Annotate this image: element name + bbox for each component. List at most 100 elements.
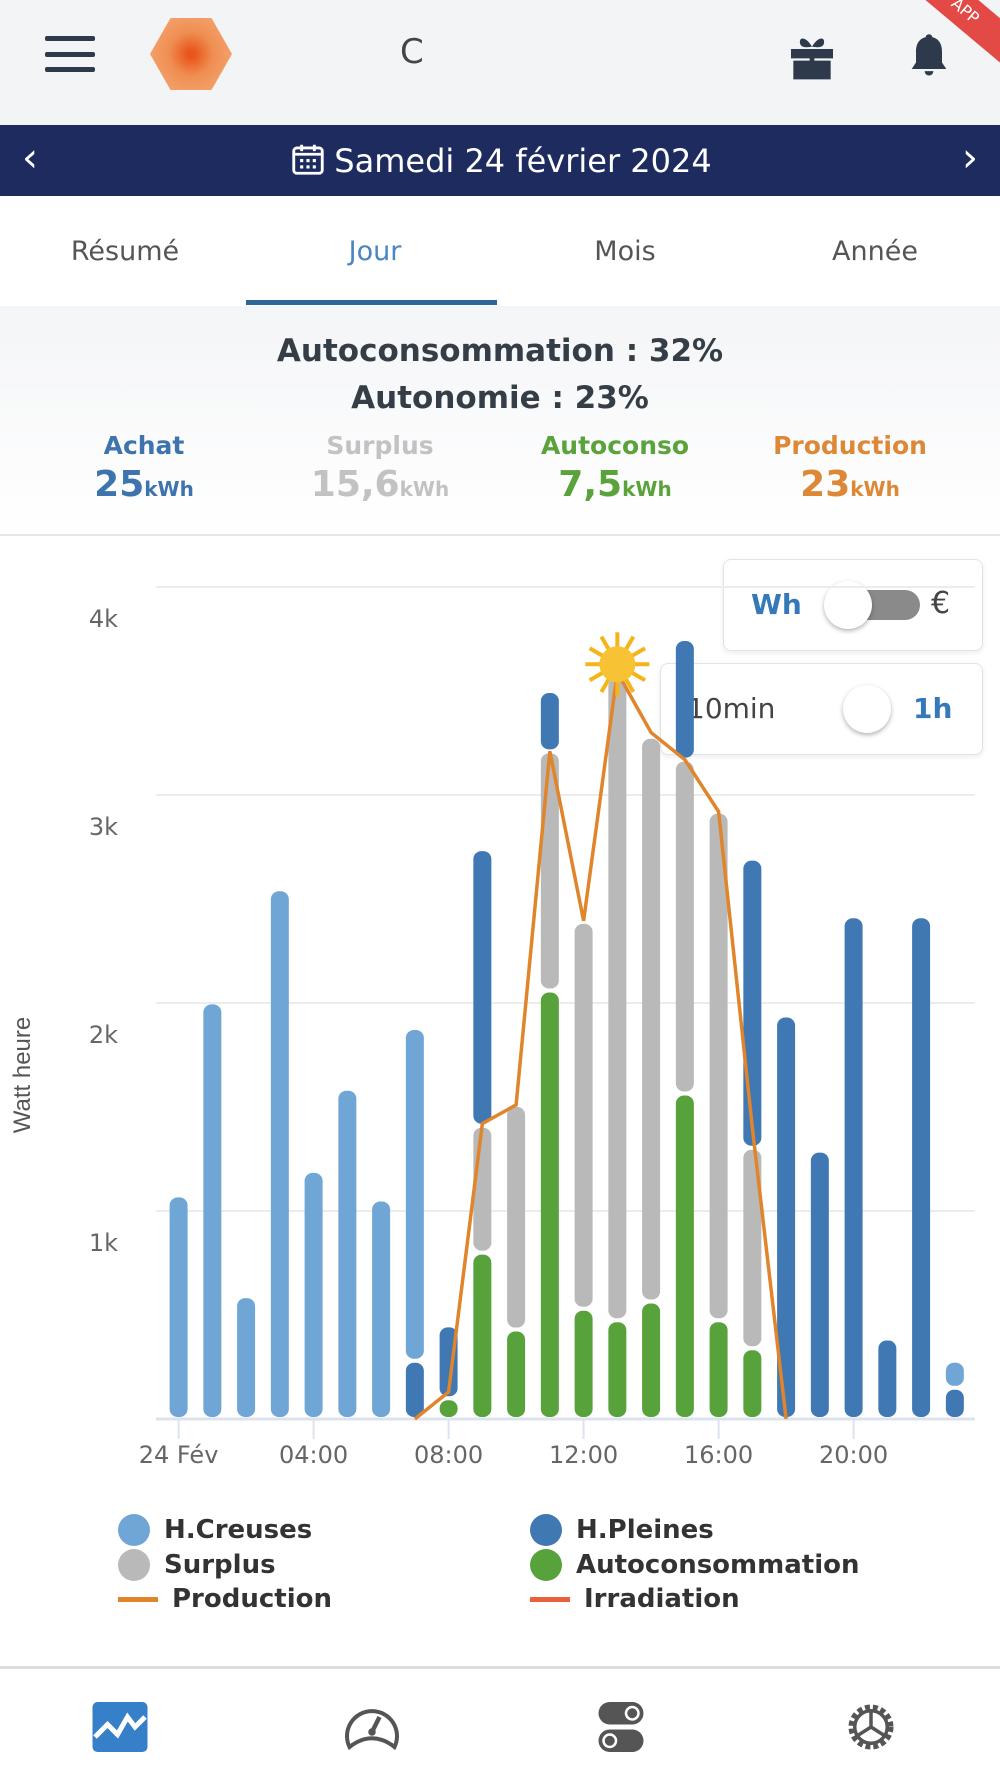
y-tick-label: 2k [89, 1021, 118, 1049]
energy-chart: 1k 2k 3k 4k Watt heure 24 Fév 04:00 08:00 12:00 1… [9, 586, 975, 1469]
bar-h-creuses [945, 1362, 964, 1386]
active-tab-indicator [246, 300, 497, 305]
app-header: C APP [0, 0, 1000, 125]
date-label: Samedi 24 février 2024 [334, 142, 712, 180]
legend-label: H.Creuses [164, 1515, 313, 1545]
bar-h-creuses [237, 1298, 256, 1417]
x-tick-label: 16:00 [684, 1441, 753, 1469]
bar-h-pleines [878, 1340, 897, 1417]
bar-h-pleines [945, 1389, 964, 1417]
legend-swatch-icon [118, 1596, 158, 1602]
y-axis-label: Watt heure [9, 1017, 36, 1134]
bar-h-pleines [912, 918, 931, 1417]
bar-h-creuses [372, 1201, 391, 1417]
nav-statistics-icon[interactable] [90, 1699, 150, 1755]
bar-h-creuses [304, 1172, 323, 1417]
nav-dashboard-icon[interactable] [342, 1699, 402, 1755]
legend-swatch-icon [118, 1549, 150, 1581]
legend-swatch-icon [530, 1514, 562, 1546]
bar-surplus [642, 738, 661, 1300]
tab-jour[interactable]: Jour [348, 236, 402, 267]
bar-h-pleines [810, 1152, 829, 1417]
previous-day-button[interactable]: ‹ [22, 135, 38, 181]
bar-autoconsommation [608, 1322, 627, 1417]
stat-label: Production [773, 431, 927, 460]
bar-autoconsommation [574, 1310, 593, 1417]
nav-switches-icon[interactable] [591, 1699, 651, 1755]
unit-wh-label: Wh [751, 588, 802, 621]
stat-value: 7,5kWh [558, 464, 672, 505]
bar-h-pleines [675, 641, 694, 758]
bar-h-creuses [338, 1090, 357, 1417]
bar-autoconsommation [507, 1331, 526, 1417]
bar-h-pleines [743, 860, 762, 1146]
legend-item[interactable]: H.Creuses [118, 1514, 312, 1546]
bar-surplus [743, 1149, 762, 1347]
stat-label: Surplus [326, 431, 434, 460]
sun-irradiation-icon [585, 632, 650, 697]
step-switch[interactable] [843, 685, 893, 735]
legend-label: H.Pleines [576, 1515, 714, 1545]
stat-surplus: Surplus 15,6kWh [255, 431, 505, 505]
bar-h-creuses [203, 1004, 222, 1417]
stat-label: Achat [103, 431, 185, 460]
x-tick-label: 24 Fév [139, 1441, 219, 1469]
bar-h-pleines [473, 851, 492, 1124]
stat-value: 25kWh [94, 464, 194, 505]
bell-icon[interactable] [903, 28, 955, 84]
bar-autoconsommation [675, 1095, 694, 1417]
day-summary: Autoconsommation : 32% Autonomie : 23% A… [0, 306, 1000, 536]
legend-item[interactable]: Irradiation [530, 1584, 740, 1614]
bar-autoconsommation [473, 1254, 492, 1417]
unit-switch[interactable] [824, 581, 922, 629]
stat-production: Production 23kWh [725, 431, 975, 505]
bar-autoconsommation [642, 1303, 661, 1417]
current-date[interactable]: Samedi 24 février 2024 [0, 140, 1000, 180]
bar-autoconsommation [709, 1322, 728, 1417]
step-1h-label: 1h [913, 692, 953, 725]
legend-item[interactable]: Production [118, 1584, 332, 1614]
bar-autoconsommation [743, 1350, 762, 1417]
x-tick-label: 08:00 [414, 1441, 483, 1469]
stat-autoconso: Autoconso 7,5kWh [490, 431, 740, 505]
bar-h-pleines [540, 693, 559, 750]
legend-item[interactable]: H.Pleines [530, 1514, 714, 1546]
next-day-button[interactable]: › [962, 135, 978, 181]
nav-settings-icon[interactable] [841, 1699, 901, 1755]
legend-item[interactable]: Surplus [118, 1549, 276, 1581]
stat-value: 15,6kWh [310, 464, 450, 505]
bottom-navigation [0, 1666, 1000, 1778]
bar-autoconsommation [439, 1400, 458, 1417]
bar-surplus [574, 923, 593, 1307]
x-tick-label: 12:00 [549, 1441, 618, 1469]
production-line [413, 666, 788, 1421]
legend-swatch-icon [530, 1549, 562, 1581]
bar-surplus [473, 1127, 492, 1251]
step-toggle-card: 10min 1h [660, 663, 983, 755]
y-tick-label: 4k [89, 605, 118, 633]
gift-icon[interactable] [784, 28, 840, 84]
tab-resume[interactable]: Résumé [70, 236, 180, 267]
bar-surplus [709, 813, 728, 1319]
x-tick-label: 04:00 [279, 1441, 348, 1469]
bar-surplus [675, 761, 694, 1092]
bar-h-pleines [405, 1362, 424, 1417]
stat-value: 23kWh [800, 464, 900, 505]
tab-mois[interactable]: Mois [594, 236, 656, 267]
logo [150, 18, 232, 90]
bar-surplus [507, 1106, 526, 1328]
calendar-icon [292, 144, 324, 175]
unit-euro-label: € [931, 586, 951, 621]
bar-h-pleines [844, 918, 863, 1417]
bar-surplus [608, 678, 627, 1319]
step-10min-label: 10min [687, 692, 776, 725]
autonomie-ratio: Autonomie : 23% [351, 380, 649, 416]
legend-swatch-icon [118, 1514, 150, 1546]
menu-icon[interactable] [45, 36, 95, 72]
bar-h-pleines [777, 1017, 796, 1417]
tab-annee[interactable]: Année [832, 236, 918, 267]
period-tabs: Résumé Jour Mois Année [0, 196, 1000, 306]
legend-item[interactable]: Autoconsommation [530, 1549, 860, 1581]
y-tick-label: 3k [89, 813, 118, 841]
legend-label: Surplus [164, 1550, 276, 1580]
